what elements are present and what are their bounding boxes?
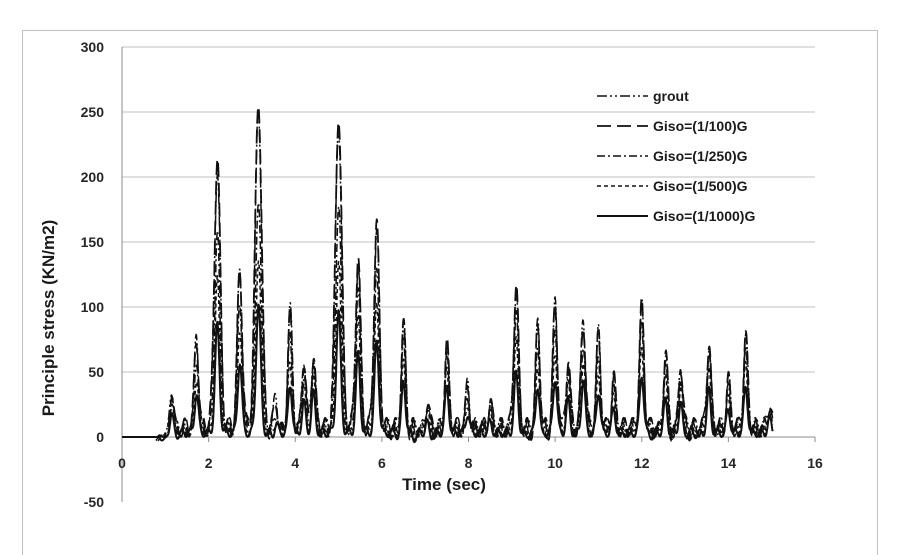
x-tick-label: 14 (721, 455, 737, 471)
x-tick-label: 10 (547, 455, 563, 471)
x-tick-label: 16 (807, 455, 823, 471)
y-tick-label: 200 (81, 169, 105, 185)
axes: -50 0 50 100 150 200 250 300 0 2 4 6 8 10 12 14 16 (81, 39, 823, 510)
x-axis-title: Time (sec) (402, 475, 486, 494)
y-tick-label: 50 (88, 364, 104, 380)
legend-entry: Giso=(1/500)G (653, 178, 748, 194)
y-tick-label: 150 (81, 234, 105, 250)
y-tick-label: -50 (84, 494, 104, 510)
x-tick-label: 2 (205, 455, 213, 471)
series-lines (121, 105, 774, 444)
x-tick-label: 8 (465, 455, 473, 471)
series-line (121, 202, 774, 442)
x-tick-label: 12 (634, 455, 650, 471)
y-tick-label: 100 (81, 299, 105, 315)
x-tick-label: 0 (118, 455, 126, 471)
y-tick-label: 0 (96, 429, 104, 445)
series-line (121, 105, 774, 442)
x-tick-label: 4 (291, 455, 299, 471)
y-tick-label: 300 (81, 39, 105, 55)
legend: grout Giso=(1/100)G Giso=(1/250)G Giso=(1/5… (597, 88, 755, 224)
legend-entry: Giso=(1/250)G (653, 148, 748, 164)
legend-entry: Giso=(1/1000)G (653, 208, 755, 224)
series-line (121, 303, 774, 444)
chart-frame (22, 30, 878, 555)
y-tick-label: 250 (81, 104, 105, 120)
x-tick-label: 6 (378, 455, 386, 471)
y-axis-title: Principle stress (KN/m2) (39, 220, 58, 417)
legend-entry: Giso=(1/100)G (653, 118, 748, 134)
legend-entry: grout (653, 88, 689, 104)
